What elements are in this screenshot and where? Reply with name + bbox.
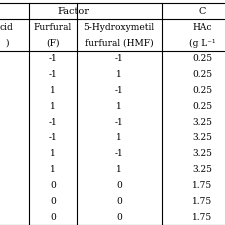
Text: 1.75: 1.75 (192, 181, 213, 190)
Text: 1: 1 (116, 133, 122, 142)
Text: Furfural: Furfural (34, 23, 72, 32)
Text: 3.25: 3.25 (193, 165, 212, 174)
Text: 1.75: 1.75 (192, 213, 213, 222)
Text: Factor: Factor (57, 7, 89, 16)
Text: 0: 0 (116, 181, 122, 190)
Text: 0.25: 0.25 (192, 70, 213, 79)
Text: 0: 0 (116, 213, 122, 222)
Text: 3.25: 3.25 (193, 149, 212, 158)
Text: -1: -1 (115, 86, 124, 95)
Text: -1: -1 (49, 54, 57, 63)
Text: -1: -1 (115, 149, 124, 158)
Text: C: C (199, 7, 206, 16)
Text: ): ) (5, 38, 9, 47)
Text: 1: 1 (50, 86, 56, 95)
Text: -1: -1 (115, 118, 124, 127)
Text: cid: cid (0, 23, 14, 32)
Text: -1: -1 (49, 133, 57, 142)
Text: 1: 1 (116, 165, 122, 174)
Text: 0: 0 (50, 197, 56, 206)
Text: 0.25: 0.25 (192, 102, 213, 111)
Text: HAc: HAc (193, 23, 212, 32)
Text: (F): (F) (46, 38, 60, 47)
Text: 0: 0 (50, 181, 56, 190)
Text: -1: -1 (49, 70, 57, 79)
Text: -1: -1 (115, 54, 124, 63)
Text: furfural (HMF): furfural (HMF) (85, 38, 153, 47)
Text: 1: 1 (50, 102, 56, 111)
Text: 5-Hydroxymetil: 5-Hydroxymetil (84, 23, 155, 32)
Text: 0.25: 0.25 (192, 54, 213, 63)
Text: 3.25: 3.25 (193, 118, 212, 127)
Text: 0: 0 (116, 197, 122, 206)
Text: 1: 1 (116, 70, 122, 79)
Text: 1: 1 (50, 165, 56, 174)
Text: 1.75: 1.75 (192, 197, 213, 206)
Text: 1: 1 (50, 149, 56, 158)
Text: 0.25: 0.25 (192, 86, 213, 95)
Text: -1: -1 (49, 118, 57, 127)
Text: 1: 1 (116, 102, 122, 111)
Text: 3.25: 3.25 (193, 133, 212, 142)
Text: (g L⁻¹: (g L⁻¹ (189, 38, 216, 47)
Text: 0: 0 (50, 213, 56, 222)
